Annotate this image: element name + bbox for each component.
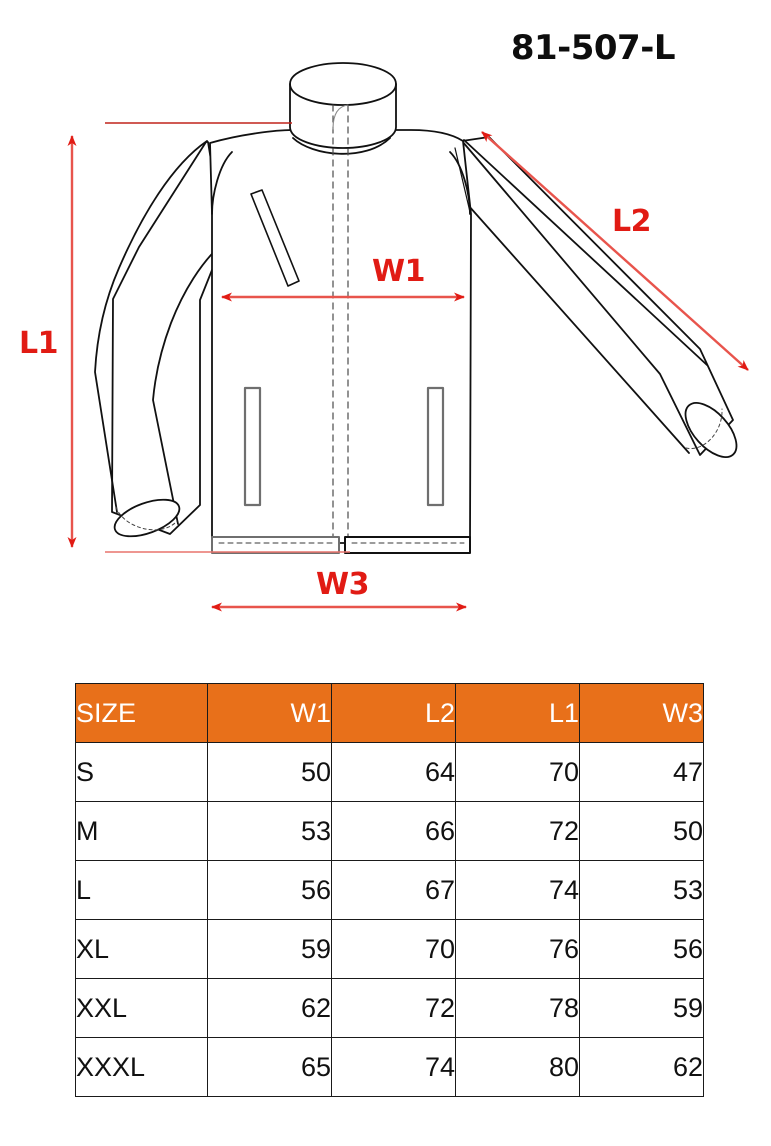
right-cuff: [684, 402, 738, 458]
cell-w1: 65: [207, 1037, 332, 1097]
cell-size: S: [75, 742, 208, 802]
right-shoulder-seam: [454, 147, 471, 213]
header-l1: L1: [455, 683, 580, 743]
product-code-title: 81-507-L: [510, 28, 676, 68]
cell-w3: 53: [579, 860, 704, 920]
cell-l2: 72: [331, 978, 456, 1038]
left-sleeve-inner-seam: [152, 241, 225, 525]
cell-w1: 50: [207, 742, 332, 802]
cell-l2: 70: [331, 919, 456, 979]
cell-l1: 78: [455, 978, 580, 1038]
jacket-garment: [94, 62, 738, 554]
cell-w1: 56: [207, 860, 332, 920]
cell-l1: 72: [455, 801, 580, 861]
neck-opening: [292, 137, 391, 155]
L2-label: L2: [612, 204, 651, 239]
dimension-annotations: L1 W1 L2 W3: [19, 122, 749, 612]
cell-l2: 64: [331, 742, 456, 802]
cell-w3: 59: [579, 978, 704, 1038]
header-size: SIZE: [75, 683, 208, 743]
header-w3: W3: [579, 683, 704, 743]
jacket-drawing-svg: L1 W1 L2 W3: [19, 62, 749, 612]
right-pocket-welt: [426, 386, 445, 507]
size-table: SIZE W1 L2 L1 W3 S 50 64 70 47 M 53 66 7…: [75, 683, 704, 1097]
collar-zipper-curve: [332, 104, 349, 130]
cell-size: M: [75, 801, 208, 861]
table-row: XXXL 65 74 80 62: [75, 1037, 704, 1097]
cell-size: L: [75, 860, 208, 920]
hem-band-left: [211, 536, 340, 554]
right-sleeve-outline-top: [463, 139, 708, 366]
cell-w3: 50: [579, 801, 704, 861]
cell-l1: 80: [455, 1037, 580, 1097]
table-row: XXL 62 72 78 59: [75, 978, 704, 1038]
cell-size: XL: [75, 919, 208, 979]
cell-l1: 74: [455, 860, 580, 920]
right-armhole: [449, 151, 471, 215]
table-header-row: SIZE W1 L2 L1 W3: [75, 683, 704, 743]
cell-w1: 59: [207, 919, 332, 979]
left-sleeve-outline: [94, 140, 208, 513]
technical-drawing: L1 W1 L2 W3: [19, 62, 749, 612]
left-pocket-welt: [243, 386, 262, 507]
left-cuff-stitch: [115, 506, 178, 531]
cell-w3: 62: [579, 1037, 704, 1097]
cell-l2: 74: [331, 1037, 456, 1097]
table-row: S 50 64 70 47: [75, 742, 704, 802]
W1-label: W1: [372, 254, 425, 289]
cell-size: XXL: [75, 978, 208, 1038]
size-table-body: S 50 64 70 47 M 53 66 72 50 L 56 67 74 5…: [75, 742, 704, 1097]
cell-w1: 62: [207, 978, 332, 1038]
collar-top-edge: [289, 83, 397, 106]
size-table-container: SIZE W1 L2 L1 W3 S 50 64 70 47 M 53 66 7…: [75, 683, 704, 1097]
L1-label: L1: [19, 326, 58, 361]
header-w1: W1: [207, 683, 332, 743]
left-armhole: [211, 151, 233, 215]
size-table-head: SIZE W1 L2 L1 W3: [75, 683, 704, 743]
W3-label: W3: [316, 567, 369, 602]
right-cuff-stitch: [685, 408, 723, 449]
cell-l2: 67: [331, 860, 456, 920]
L2-arrow: [481, 131, 749, 371]
cell-w3: 47: [579, 742, 704, 802]
chest-pocket-welt: [250, 189, 300, 287]
left-cuff: [113, 498, 181, 538]
header-l2: L2: [331, 683, 456, 743]
cell-l2: 66: [331, 801, 456, 861]
table-row: M 53 66 72 50: [75, 801, 704, 861]
table-row: XL 59 70 76 56: [75, 919, 704, 979]
table-row: L 56 67 74 53: [75, 860, 704, 920]
cell-w3: 56: [579, 919, 704, 979]
cell-l1: 70: [455, 742, 580, 802]
hem-band-right: [344, 536, 471, 554]
cell-l1: 76: [455, 919, 580, 979]
cell-size: XXXL: [75, 1037, 208, 1097]
cell-w1: 53: [207, 801, 332, 861]
